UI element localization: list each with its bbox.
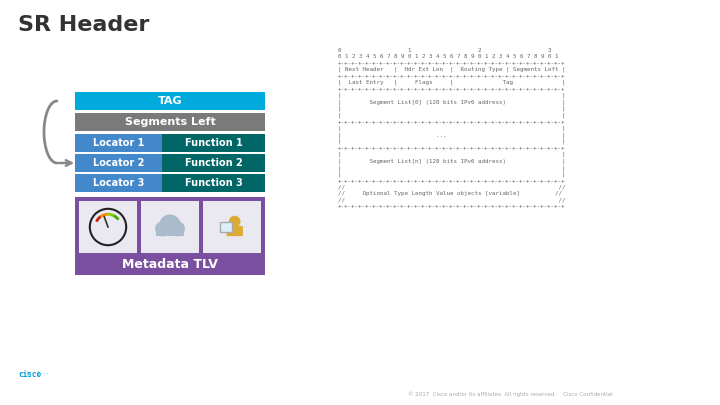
Text: Locator 3: Locator 3: [93, 178, 145, 188]
FancyBboxPatch shape: [203, 201, 261, 253]
FancyBboxPatch shape: [75, 92, 265, 110]
Text: 0                   1                   2                   3
0 1 2 3 4 5 6 7 8 : 0 1 2 3 0 1 2 3 4 5 6 7 8: [338, 48, 565, 208]
Text: Metadata TLV: Metadata TLV: [122, 258, 218, 271]
FancyBboxPatch shape: [75, 197, 265, 275]
FancyBboxPatch shape: [156, 227, 184, 236]
FancyBboxPatch shape: [141, 201, 199, 253]
Text: Locator 1: Locator 1: [93, 138, 145, 148]
FancyBboxPatch shape: [79, 201, 137, 253]
FancyBboxPatch shape: [75, 154, 163, 172]
FancyBboxPatch shape: [220, 222, 232, 232]
Circle shape: [171, 222, 184, 236]
Text: TAG: TAG: [158, 96, 182, 106]
Text: Locator 2: Locator 2: [93, 158, 145, 168]
FancyBboxPatch shape: [163, 174, 265, 192]
Text: Function 2: Function 2: [185, 158, 243, 168]
FancyBboxPatch shape: [75, 113, 265, 131]
FancyBboxPatch shape: [163, 134, 265, 152]
Text: Function 1: Function 1: [185, 138, 243, 148]
Text: cisco: cisco: [18, 370, 41, 379]
FancyBboxPatch shape: [75, 134, 163, 152]
Text: Segments Left: Segments Left: [125, 117, 215, 127]
Text: Function 3: Function 3: [185, 178, 243, 188]
Circle shape: [160, 215, 180, 235]
FancyBboxPatch shape: [163, 154, 265, 172]
FancyBboxPatch shape: [227, 226, 243, 236]
Text: SR Header: SR Header: [18, 15, 149, 35]
Circle shape: [230, 216, 240, 227]
FancyBboxPatch shape: [75, 174, 163, 192]
Text: ···|···|···: ···|···|···: [18, 371, 50, 376]
Circle shape: [156, 222, 170, 236]
Text: © 2017  Cisco and/or its affiliates. All rights reserved.    Cisco Confidential: © 2017 Cisco and/or its affiliates. All …: [408, 391, 612, 397]
